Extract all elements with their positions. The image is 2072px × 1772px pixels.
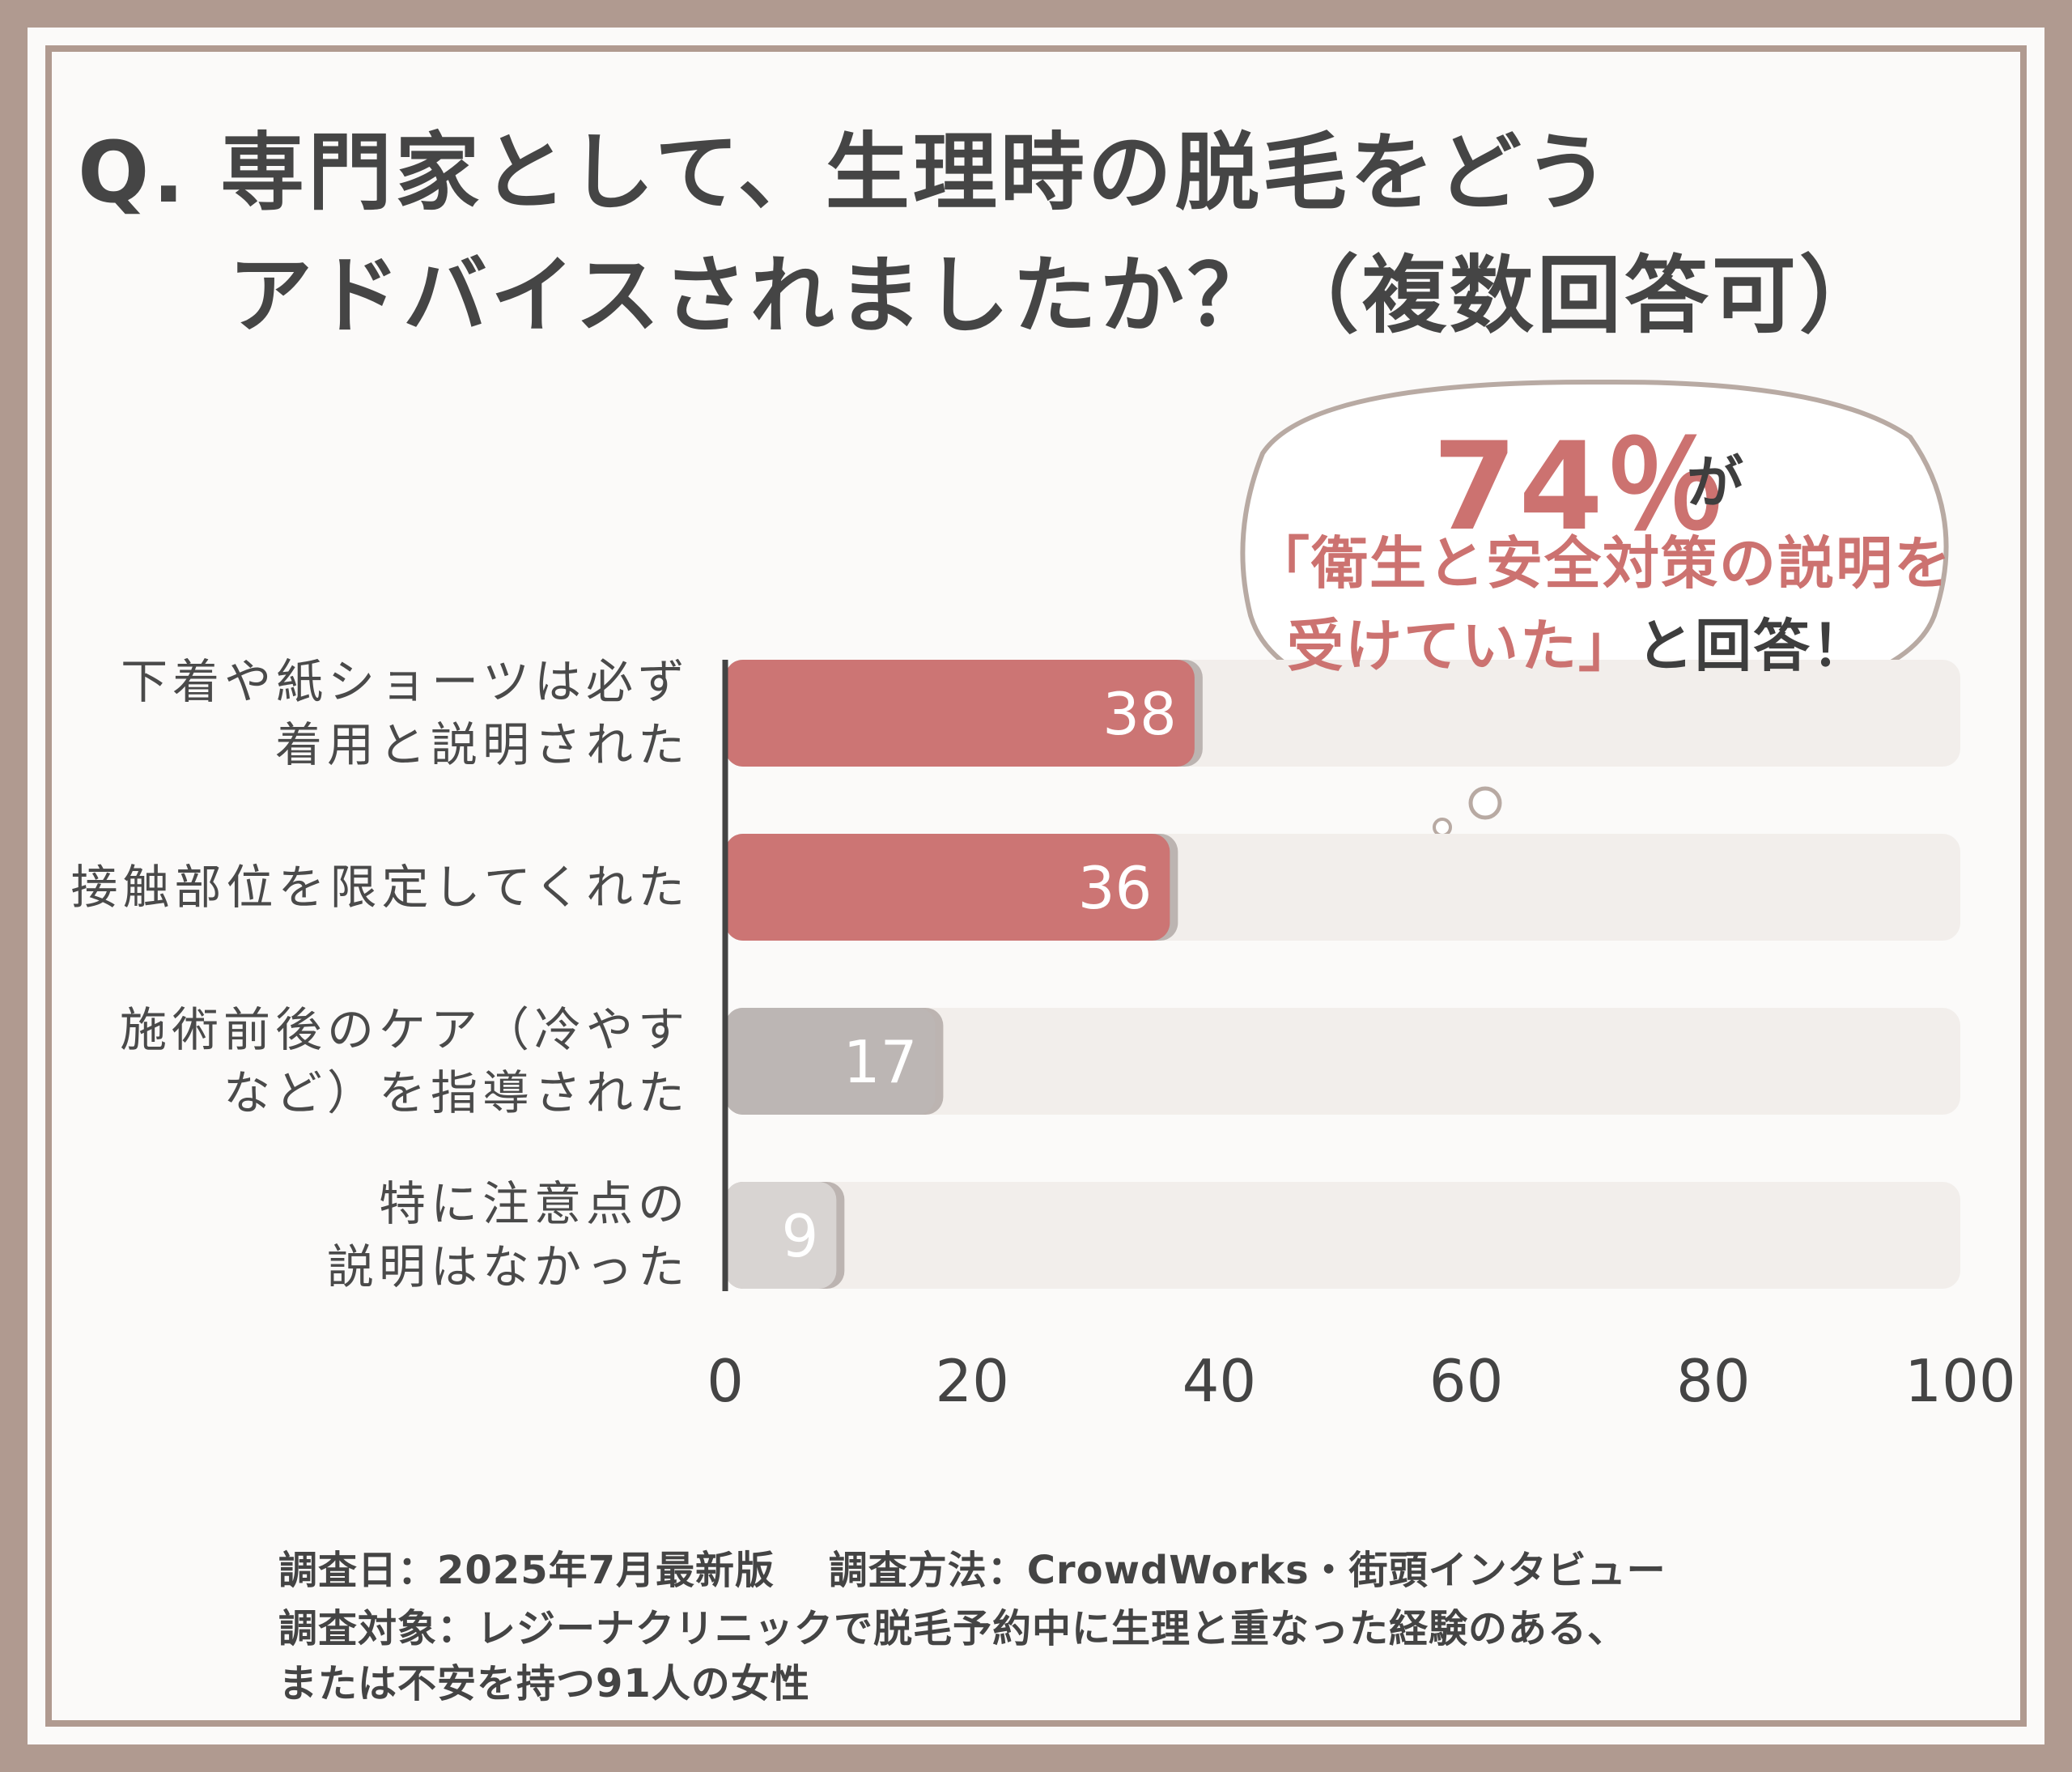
bar <box>725 1008 936 1115</box>
callout-line2: 受けていた」と回答！ <box>1287 601 1870 682</box>
x-tick-label: 20 <box>935 1347 1009 1415</box>
callout-line1: 「衛生と安全対策の説明を <box>1253 530 1952 597</box>
x-tick-label: 60 <box>1429 1347 1504 1415</box>
bar <box>725 1182 837 1289</box>
category-label: 施術前後のケア（冷やす など）を指導された <box>119 1002 690 1120</box>
question-title-line2: アドバイスされましたか？（複数回答可） <box>228 246 1887 345</box>
bar-track <box>725 1182 1960 1289</box>
x-tick-label: 40 <box>1182 1347 1257 1415</box>
x-tick-label: 100 <box>1904 1347 2016 1415</box>
category-label: 特に注意点の 説明はなかった <box>326 1176 690 1294</box>
callout-percent: 74％ <box>1433 417 1728 558</box>
speech-bubble-dot-small <box>1433 818 1452 837</box>
bar-value-label: 36 <box>1078 854 1153 922</box>
bar-value-label: 9 <box>782 1202 819 1270</box>
bar <box>725 834 1170 941</box>
callout-ga: が <box>1687 449 1743 516</box>
x-tick-label: 80 <box>1675 1347 1751 1415</box>
category-label: 下着や紙ショーツは必ず 着用と説明された <box>121 654 690 772</box>
bar-value-label: 38 <box>1102 680 1177 748</box>
footer-survey-target: 調査対象：レジーナクリニックで脱毛予約中に生理と重なった経験のある、 <box>278 1606 1628 1651</box>
bar-track <box>725 1008 1960 1115</box>
speech-bubble-dot-large <box>1468 786 1502 820</box>
footer-survey-target-cont: または不安を持つ91人の女性 <box>278 1661 810 1706</box>
x-tick-label: 0 <box>707 1347 744 1415</box>
bar-value-label: 17 <box>843 1028 918 1096</box>
callout-line2-red: 受けていた」 <box>1287 613 1637 679</box>
callout-line2-dark: と回答！ <box>1637 613 1870 679</box>
bar <box>725 660 1195 767</box>
footer-survey-date-method: 調査日：2025年7月最新版 調査方法：CrowdWorks・街頭インタビュー <box>278 1548 1667 1593</box>
question-title-line1: Q. 専門家として、生理時の脱毛をどう <box>78 123 1612 222</box>
category-label: 接触部位を限定してくれた <box>70 860 690 915</box>
